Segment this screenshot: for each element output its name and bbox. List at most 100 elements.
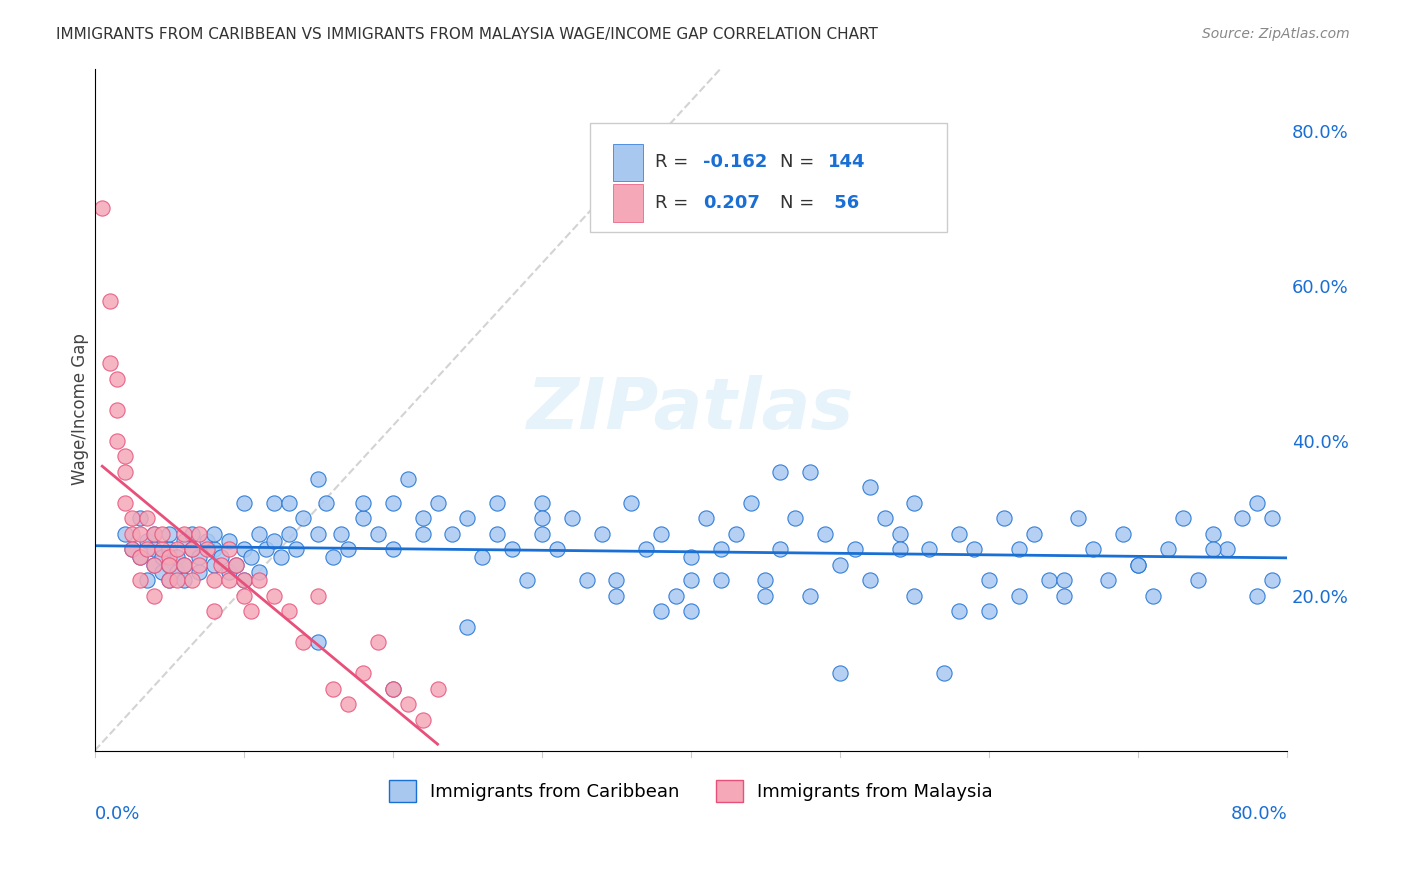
Point [105,402,128,417]
Point [650,604,672,618]
Point [903,589,925,603]
Point [232,573,254,587]
Point [561,511,583,525]
Point [166,573,188,587]
Point [679,573,702,587]
Point [136,542,159,557]
Point [352,666,374,681]
Point [157,558,180,572]
Point [180,542,202,557]
Point [307,589,329,603]
Point [486,526,509,541]
Point [605,573,627,587]
Text: IMMIGRANTS FROM CARIBBEAN VS IMMIGRANTS FROM MALAYSIA WAGE/INCOME GAP CORRELATIO: IMMIGRANTS FROM CARIBBEAN VS IMMIGRANTS … [56,27,879,42]
Point [315,495,337,509]
Point [173,558,195,572]
Point [98,293,121,308]
Point [844,542,866,557]
Point [211,549,233,564]
Point [254,542,277,557]
Point [679,604,702,618]
Point [620,495,643,509]
Point [381,681,404,696]
Point [157,549,180,564]
Point [247,573,270,587]
Point [1067,511,1090,525]
Point [307,526,329,541]
Point [157,573,180,587]
Bar [613,185,644,222]
Point [157,573,180,587]
Point [157,558,180,572]
Point [412,511,434,525]
Point [1008,542,1031,557]
Point [91,201,114,215]
Point [263,589,285,603]
Point [501,542,523,557]
Point [1052,573,1074,587]
Point [225,558,247,572]
Point [157,542,180,557]
Point [247,566,270,580]
Point [367,635,389,649]
Point [277,495,299,509]
Text: 56: 56 [828,194,859,212]
Point [740,495,762,509]
Point [263,495,285,509]
Point [977,573,1000,587]
Point [396,697,419,711]
Point [307,472,329,486]
Point [188,549,211,564]
FancyBboxPatch shape [589,123,948,232]
Point [530,526,553,541]
Point [218,534,240,549]
Point [1201,542,1223,557]
Point [859,480,882,494]
Point [180,542,202,557]
Point [426,681,449,696]
Point [963,542,986,557]
Point [105,434,128,448]
Point [993,511,1015,525]
Point [1022,526,1045,541]
Point [128,573,150,587]
Point [232,495,254,509]
Point [381,495,404,509]
Point [128,526,150,541]
Point [695,511,717,525]
Point [530,511,553,525]
Point [225,558,247,572]
Point [412,713,434,727]
Point [285,542,308,557]
Text: Source: ZipAtlas.com: Source: ZipAtlas.com [1202,27,1350,41]
Point [1246,589,1268,603]
Point [1201,526,1223,541]
Point [1157,542,1180,557]
Point [636,542,658,557]
Point [1112,526,1135,541]
Point [150,549,173,564]
Point [1126,558,1149,572]
Point [337,697,360,711]
Point [188,558,211,572]
Point [516,573,538,587]
Point [1246,495,1268,509]
Point [150,542,173,557]
Point [136,573,159,587]
Point [889,542,911,557]
Point [1232,511,1254,525]
Point [873,511,896,525]
Point [166,566,188,580]
Point [143,558,166,572]
Point [180,573,202,587]
Text: 144: 144 [828,153,866,171]
Text: 0.0%: 0.0% [94,805,141,823]
Point [114,495,136,509]
Point [352,495,374,509]
Text: R =: R = [655,153,695,171]
Point [247,526,270,541]
Point [143,542,166,557]
Point [1126,558,1149,572]
Point [143,526,166,541]
Text: ZIPatlas: ZIPatlas [527,375,855,444]
